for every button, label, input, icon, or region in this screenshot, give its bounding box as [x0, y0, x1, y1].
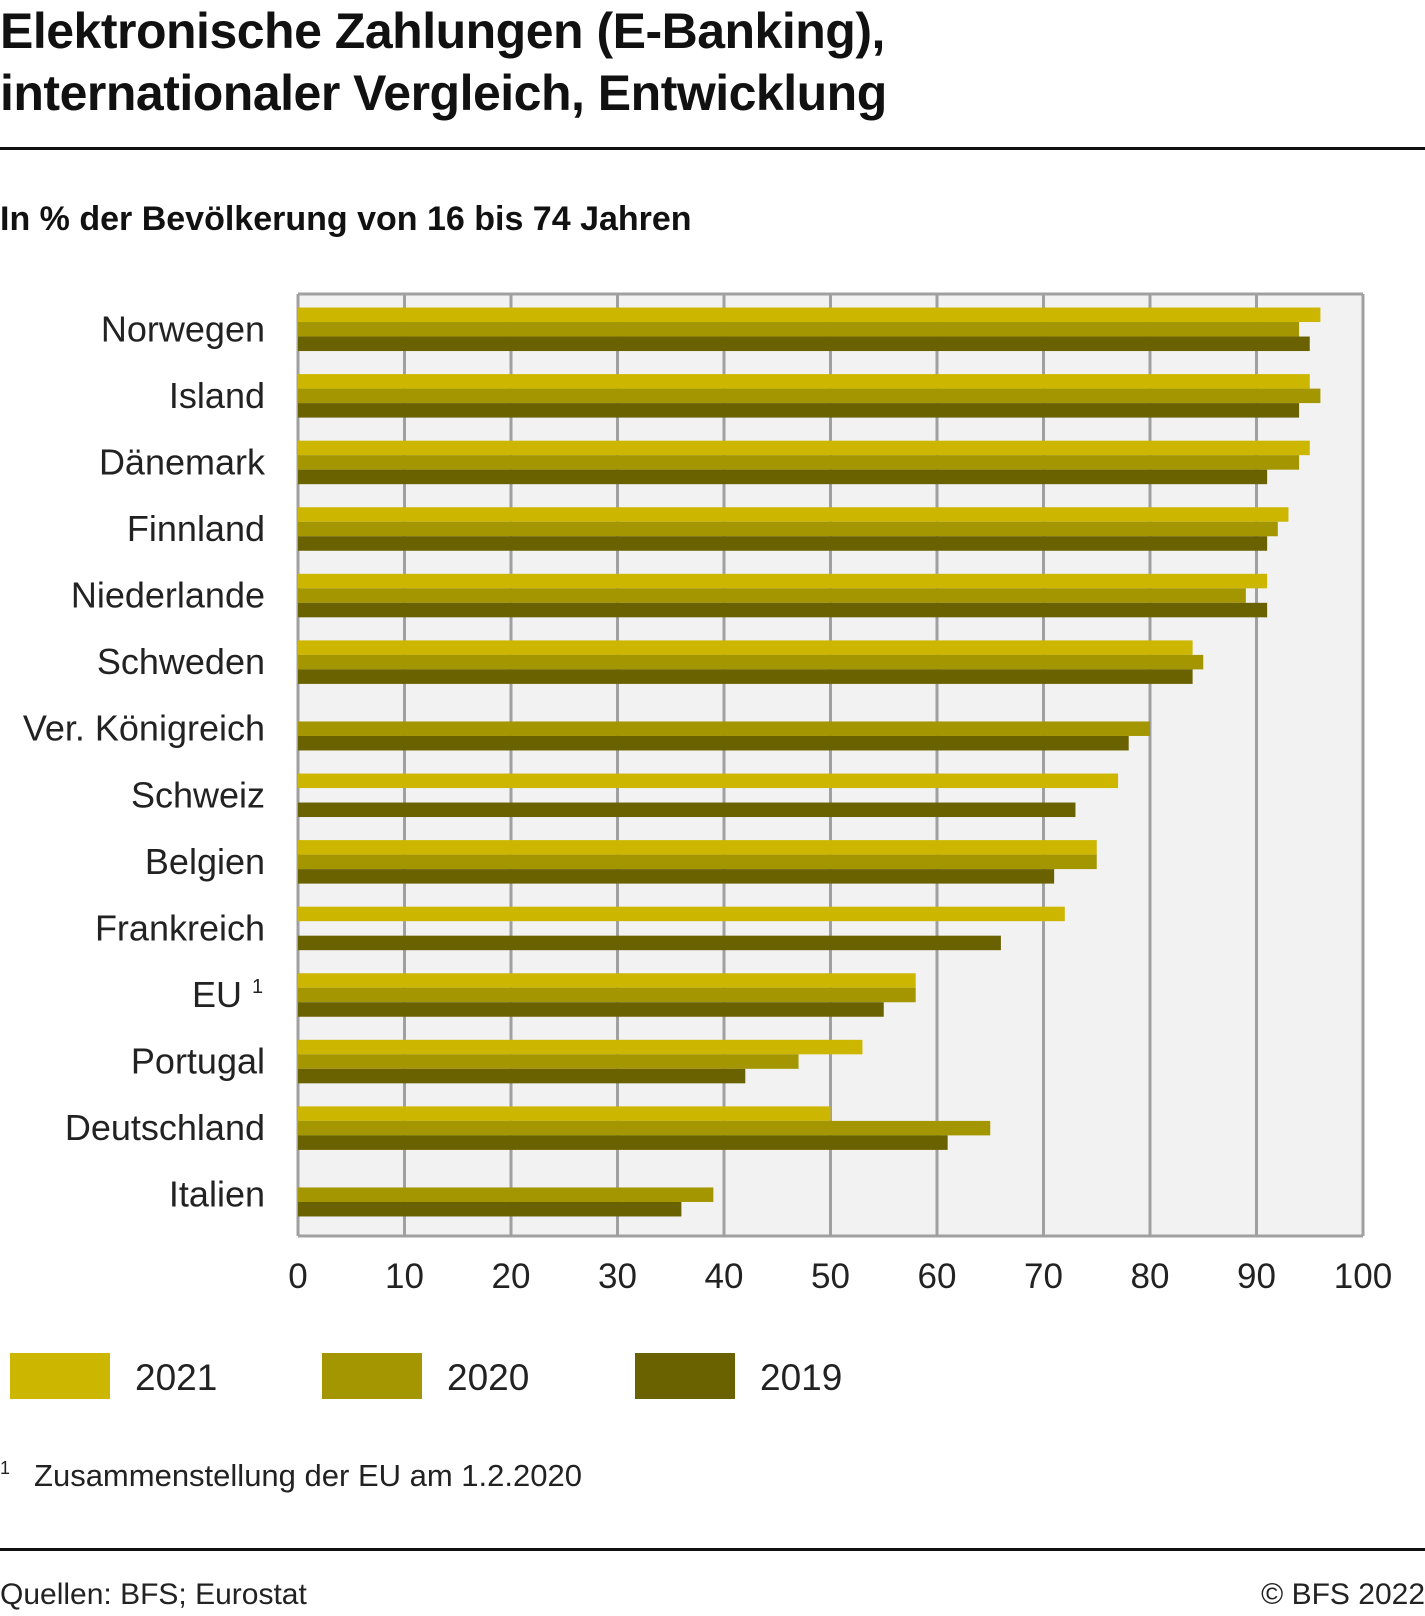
bar-2021: [298, 1106, 831, 1121]
bar-2020: [298, 854, 1097, 870]
bar-2019: [298, 935, 1001, 951]
bar-2021: [298, 440, 1310, 456]
y-category-label: Dänemark: [99, 441, 266, 482]
bar-2019: [298, 669, 1193, 684]
y-category-label: Island: [169, 375, 265, 416]
bar-2021: [298, 307, 1321, 323]
legend-label: 2020: [447, 1357, 529, 1398]
bar-2019: [298, 336, 1310, 352]
x-tick-label: 70: [1024, 1257, 1063, 1296]
y-category-label: Finnland: [127, 508, 265, 549]
legend-swatch-2019: [635, 1353, 735, 1399]
bar-2021: [298, 374, 1310, 389]
bar-2021: [298, 840, 1097, 855]
bar-2019: [298, 536, 1268, 551]
y-category-label: EU: [192, 974, 242, 1015]
bar-2021: [298, 573, 1268, 589]
bar-2021: [298, 1039, 863, 1055]
bar-2020: [298, 1120, 991, 1136]
bar-2021: [298, 773, 1119, 789]
x-tick-label: 100: [1334, 1257, 1392, 1296]
y-category-label: Schweden: [97, 641, 265, 682]
bar-2020: [298, 1187, 714, 1202]
bar-2020: [298, 987, 916, 1003]
chart-subtitle: In % der Bevölkerung von 16 bis 74 Jahre…: [0, 200, 692, 238]
y-category-label: Frankreich: [95, 907, 265, 948]
legend-swatch-2020: [322, 1353, 422, 1399]
bar-2019: [298, 1135, 948, 1150]
bar-2019: [298, 802, 1076, 818]
bar-2019: [298, 869, 1055, 884]
legend-label: 2021: [135, 1357, 217, 1398]
bar-2021: [298, 973, 916, 988]
title-divider: [0, 147, 1425, 150]
x-tick-label: 90: [1237, 1257, 1276, 1296]
y-category-label: Niederlande: [71, 575, 265, 616]
x-tick-label: 50: [811, 1257, 850, 1296]
bar-2020: [298, 455, 1300, 470]
x-tick-label: 80: [1131, 1257, 1170, 1296]
legend-swatch-2021: [10, 1353, 110, 1399]
bar-2020: [298, 654, 1204, 670]
bar-2021: [298, 640, 1193, 655]
bar-2021: [298, 906, 1065, 922]
x-tick-label: 30: [598, 1257, 637, 1296]
copyright: © BFS 2022: [1261, 1578, 1425, 1611]
bar-2019: [298, 403, 1300, 418]
x-tick-label: 10: [385, 1257, 424, 1296]
bar-2019: [298, 1068, 746, 1084]
bar-2020: [298, 721, 1150, 736]
bar-2019: [298, 1002, 884, 1017]
y-category-label: Italien: [169, 1174, 265, 1215]
bar-chart: 0 10 20 30 40 50 60 70 80 90 100 Norwegen Island Däne…: [10, 292, 1392, 1399]
y-category-label: Norwegen: [101, 308, 265, 349]
chart-title: Elektronische Zahlungen (E-Banking), int…: [0, 3, 887, 121]
bar-2020: [298, 388, 1321, 404]
bar-2019: [298, 469, 1268, 485]
footnote: 1 Zusammenstellung der EU am 1.2.2020: [0, 1458, 582, 1493]
bar-2020: [298, 1054, 799, 1069]
bar-2021: [298, 507, 1289, 522]
y-category-label: Deutschland: [65, 1107, 265, 1148]
legend-label: 2019: [760, 1357, 842, 1398]
y-category-label: Portugal: [131, 1041, 265, 1082]
footnote-mark: 1: [252, 976, 263, 998]
bar-2020: [298, 521, 1278, 537]
x-tick-label: 20: [492, 1257, 531, 1296]
x-tick-label: 0: [288, 1257, 307, 1296]
bar-2020: [298, 322, 1300, 337]
y-category-label: Ver. Königreich: [23, 708, 265, 749]
bar-2019: [298, 1201, 682, 1217]
x-tick-label: 40: [705, 1257, 744, 1296]
bar-2020: [298, 588, 1246, 603]
bar-2019: [298, 735, 1129, 751]
y-category-label: Schweiz: [131, 774, 265, 815]
y-category-label: Belgien: [145, 841, 265, 882]
footer-divider: [0, 1548, 1425, 1551]
source: Quellen: BFS; Eurostat: [0, 1578, 307, 1611]
bar-2019: [298, 602, 1268, 618]
x-tick-label: 60: [918, 1257, 957, 1296]
